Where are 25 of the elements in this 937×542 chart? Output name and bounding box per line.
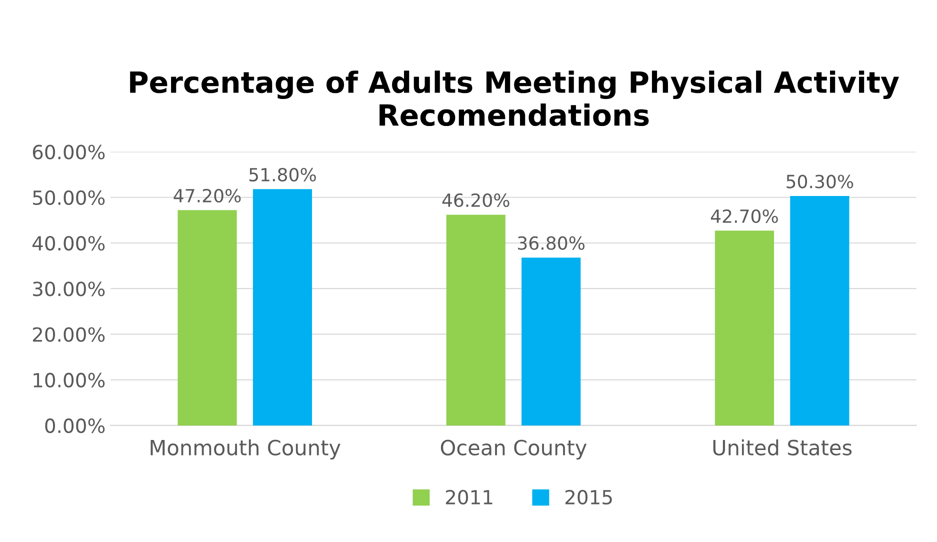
- y-tick-label: 0.00%: [45, 418, 105, 434]
- y-tick-label: 40.00%: [32, 236, 105, 251]
- y-tick-label: 30.00%: [33, 282, 105, 296]
- data-label: 50.30%: [786, 174, 854, 188]
- x-tick-label: United States: [713, 439, 852, 456]
- y-tick-label: 20.00%: [32, 327, 105, 342]
- legend-label: 2011: [446, 490, 492, 505]
- bar: [446, 214, 506, 426]
- chart-title: Percentage of Adults Meeting Physical Activity Recomendations: [130, 70, 899, 126]
- data-label: 46.20%: [442, 193, 510, 208]
- y-tick-label: 10.00%: [34, 372, 105, 388]
- x-tick-label: Monmouth County: [150, 439, 340, 460]
- bar: [522, 258, 581, 426]
- data-label: 36.80%: [518, 236, 585, 250]
- legend-label: 2015: [565, 490, 612, 505]
- bar: [178, 210, 237, 426]
- y-tick-label: 50.00%: [33, 190, 105, 206]
- data-label: 51.80%: [249, 168, 316, 182]
- y-tick-label: 60.00%: [32, 144, 105, 160]
- bar: [714, 230, 774, 426]
- x-tick-label: Ocean County: [440, 440, 587, 460]
- bar: [252, 189, 312, 426]
- data-label: 47.20%: [174, 188, 241, 202]
- bar: [790, 196, 850, 426]
- data-label: 42.70%: [710, 209, 778, 224]
